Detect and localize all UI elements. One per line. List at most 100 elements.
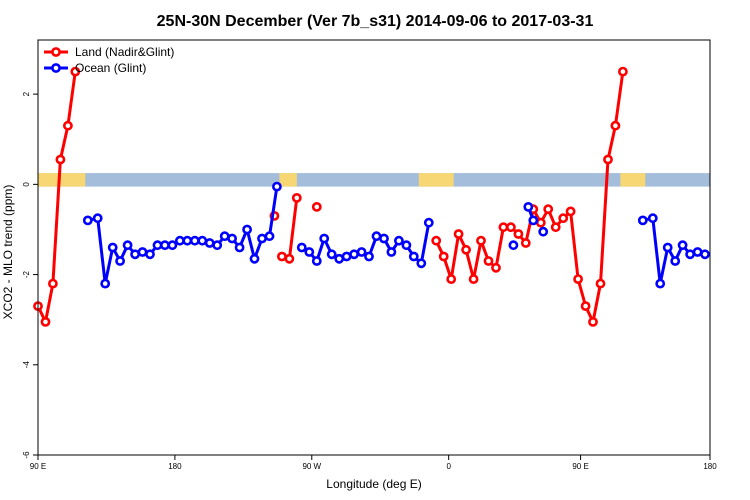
data-point bbox=[122, 240, 133, 251]
data-point bbox=[416, 258, 427, 269]
x-tick-label: 90 E bbox=[30, 462, 46, 471]
data-point bbox=[573, 274, 583, 284]
data-point bbox=[603, 154, 613, 165]
data-point bbox=[543, 204, 554, 215]
data-point bbox=[618, 66, 628, 77]
y-tick-label: -6 bbox=[22, 451, 31, 459]
land-band-segment bbox=[620, 173, 646, 187]
data-point bbox=[446, 274, 457, 284]
data-point bbox=[520, 238, 531, 248]
data-point bbox=[319, 233, 330, 244]
data-point bbox=[505, 222, 516, 233]
data-point bbox=[227, 233, 237, 244]
data-point bbox=[311, 201, 322, 212]
data-point bbox=[637, 215, 648, 226]
land-band-segment bbox=[418, 173, 454, 187]
data-point bbox=[212, 240, 223, 251]
data-point bbox=[468, 274, 479, 284]
data-point bbox=[647, 213, 658, 224]
data-point bbox=[371, 231, 382, 242]
x-tick-label: 180 bbox=[168, 462, 182, 471]
data-point bbox=[670, 256, 681, 266]
legend-marker bbox=[51, 47, 61, 57]
data-point bbox=[204, 238, 215, 248]
legend-label: Ocean (Glint) bbox=[75, 61, 146, 75]
data-point bbox=[40, 316, 51, 327]
data-point bbox=[100, 278, 111, 289]
data-point bbox=[70, 66, 81, 77]
y-axis: 2 0 -2 -4 -6 bbox=[22, 91, 38, 459]
data-point bbox=[393, 235, 404, 246]
data-point bbox=[700, 249, 710, 260]
data-point bbox=[159, 240, 170, 251]
data-point bbox=[341, 251, 352, 262]
series bbox=[82, 181, 710, 289]
x-axis-label: Longitude (deg E) bbox=[326, 477, 421, 491]
data-point bbox=[249, 253, 260, 264]
data-point bbox=[523, 201, 534, 212]
data-point bbox=[528, 215, 539, 226]
chart-title: 25N-30N December (Ver 7b_s31) 2014-09-06… bbox=[157, 13, 594, 30]
data-point bbox=[401, 240, 412, 251]
data-point bbox=[271, 181, 282, 192]
series-layer bbox=[33, 66, 710, 327]
data-point bbox=[662, 242, 673, 253]
data-point bbox=[82, 215, 93, 226]
data-point bbox=[453, 229, 464, 239]
data-point bbox=[356, 247, 367, 257]
data-point bbox=[558, 213, 569, 224]
data-point bbox=[386, 247, 397, 257]
ocean-band bbox=[38, 173, 710, 187]
data-point bbox=[296, 242, 307, 253]
x-tick-label: 180 bbox=[703, 462, 717, 471]
data-point bbox=[137, 247, 148, 257]
data-point bbox=[167, 240, 178, 251]
data-point bbox=[264, 231, 275, 242]
data-point bbox=[655, 278, 666, 289]
data-point bbox=[291, 192, 302, 203]
legend-label: Land (Nadir&Glint) bbox=[75, 45, 174, 59]
data-point bbox=[491, 262, 501, 273]
data-point bbox=[182, 235, 193, 246]
data-point bbox=[538, 226, 549, 237]
data-point bbox=[242, 224, 252, 235]
data-point bbox=[423, 217, 434, 228]
series bbox=[33, 66, 628, 327]
data-point bbox=[483, 256, 494, 266]
data-point bbox=[234, 242, 245, 253]
x-tick-label: 0 bbox=[446, 462, 451, 471]
data-point bbox=[565, 206, 576, 217]
data-point bbox=[311, 256, 322, 266]
data-point bbox=[48, 278, 58, 289]
data-point bbox=[677, 240, 688, 251]
series-line bbox=[434, 71, 625, 324]
data-point bbox=[588, 316, 598, 327]
legend: Land (Nadir&Glint) Ocean (Glint) bbox=[44, 45, 174, 75]
plot-frame bbox=[37, 39, 711, 456]
data-point bbox=[257, 233, 267, 244]
data-point bbox=[189, 235, 200, 246]
data-point bbox=[304, 247, 315, 257]
data-point bbox=[276, 251, 287, 262]
y-tick-label: 0 bbox=[22, 182, 31, 187]
data-point bbox=[379, 233, 389, 244]
data-point bbox=[535, 217, 546, 228]
data-point bbox=[284, 253, 295, 264]
data-point bbox=[476, 235, 486, 246]
data-point bbox=[145, 249, 155, 260]
data-point bbox=[498, 222, 509, 233]
data-point bbox=[513, 229, 524, 239]
y-tick-label: 2 bbox=[22, 91, 31, 96]
data-point bbox=[431, 235, 442, 246]
data-point bbox=[115, 256, 125, 266]
data-point bbox=[580, 301, 591, 311]
data-point bbox=[408, 251, 419, 262]
data-point bbox=[349, 249, 359, 260]
x-tick-label: 90 E bbox=[572, 462, 588, 471]
data-point bbox=[438, 251, 449, 262]
legend-item: Land (Nadir&Glint) bbox=[44, 45, 174, 59]
land-band-segment bbox=[38, 173, 86, 187]
x-tick-label: 90 W bbox=[302, 462, 321, 471]
series-line bbox=[281, 197, 299, 261]
data-point bbox=[508, 240, 519, 251]
